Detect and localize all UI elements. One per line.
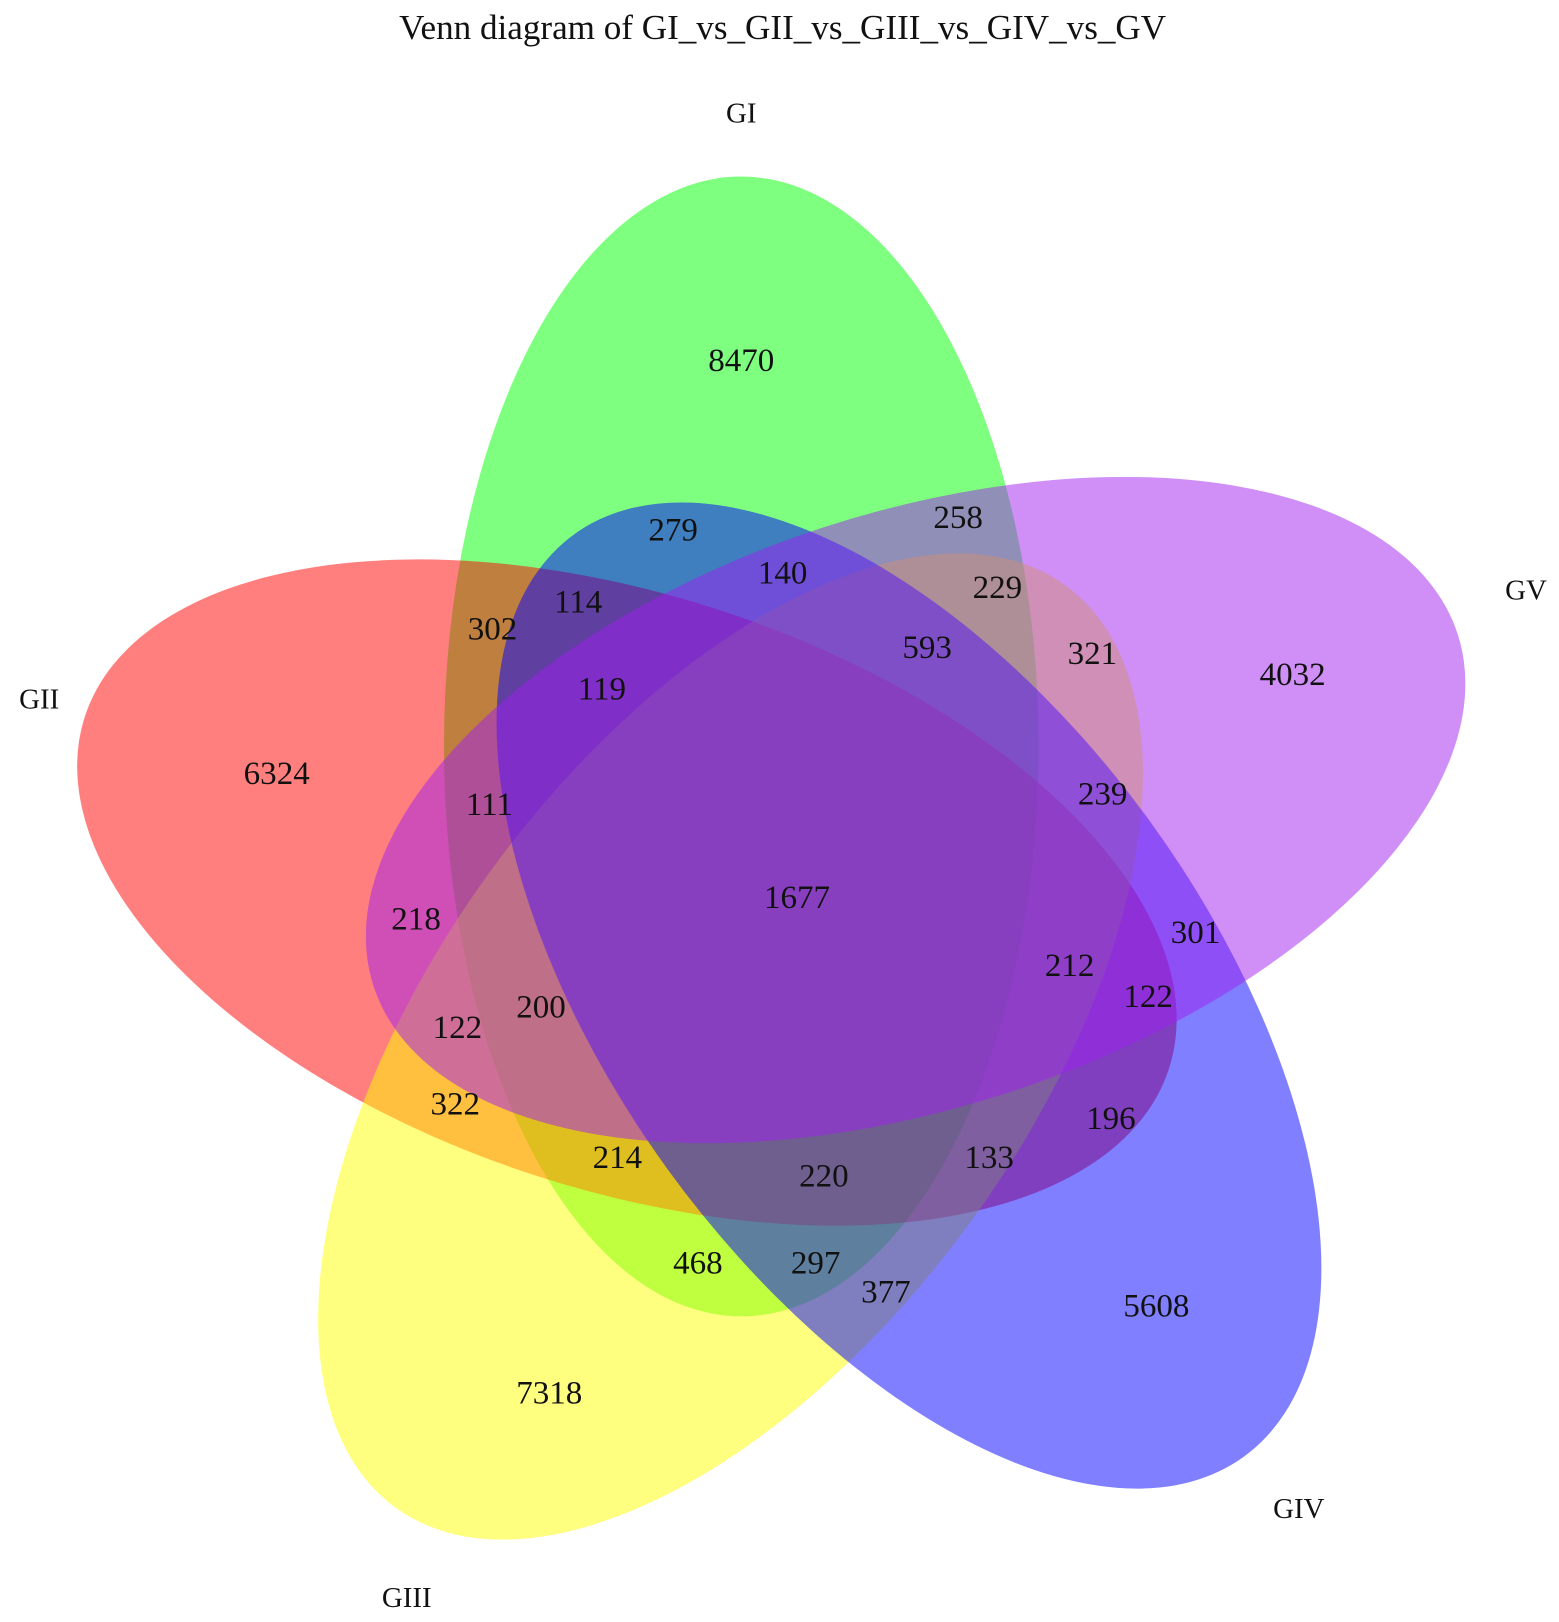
region-count: 114 (554, 585, 602, 621)
set-label: GIII (382, 1582, 432, 1614)
region-count: 7318 (516, 1375, 582, 1411)
region-count: 593 (902, 630, 952, 666)
region-count: 133 (964, 1140, 1014, 1176)
region-count: 218 (391, 902, 441, 938)
title: Venn diagram of GI_vs_GII_vs_GIII_vs_GIV… (399, 8, 1166, 47)
region-count: 119 (578, 671, 626, 707)
ellipses (77, 176, 1466, 1540)
set-ellipse (365, 476, 1466, 1144)
region-count: 468 (673, 1245, 723, 1281)
region-count: 302 (468, 611, 518, 647)
region-count: 220 (799, 1159, 849, 1195)
region-count: 122 (1123, 979, 1173, 1015)
region-count: 297 (791, 1245, 841, 1281)
region-count: 214 (593, 1140, 643, 1176)
region-count: 212 (1045, 948, 1095, 984)
region-count: 279 (648, 512, 698, 548)
set-label: GV (1505, 574, 1547, 606)
region-count: 140 (758, 556, 808, 592)
region-count: 1677 (764, 880, 830, 916)
region-count: 301 (1171, 915, 1221, 951)
region-count: 122 (433, 1010, 483, 1046)
region-count: 377 (861, 1274, 911, 1310)
region-count: 239 (1078, 777, 1128, 813)
set-label: GI (726, 97, 757, 129)
region-count: 200 (516, 989, 566, 1025)
region-count: 321 (1068, 636, 1118, 672)
set-label: GIV (1273, 1493, 1324, 1525)
region-count: 4032 (1260, 657, 1326, 693)
region-count: 229 (973, 570, 1023, 606)
region-count: 5608 (1123, 1289, 1189, 1325)
region-count: 8470 (708, 343, 774, 379)
region-count: 258 (933, 500, 983, 536)
region-count: 322 (431, 1086, 481, 1122)
region-count: 6324 (244, 756, 310, 792)
region-count: 196 (1086, 1101, 1136, 1137)
region-count: 111 (466, 787, 513, 823)
labels: GI GII GIII GIV GV 8470 279 258 140 114 229 302 593 3… (19, 97, 1547, 1614)
set-label: GII (19, 684, 59, 716)
